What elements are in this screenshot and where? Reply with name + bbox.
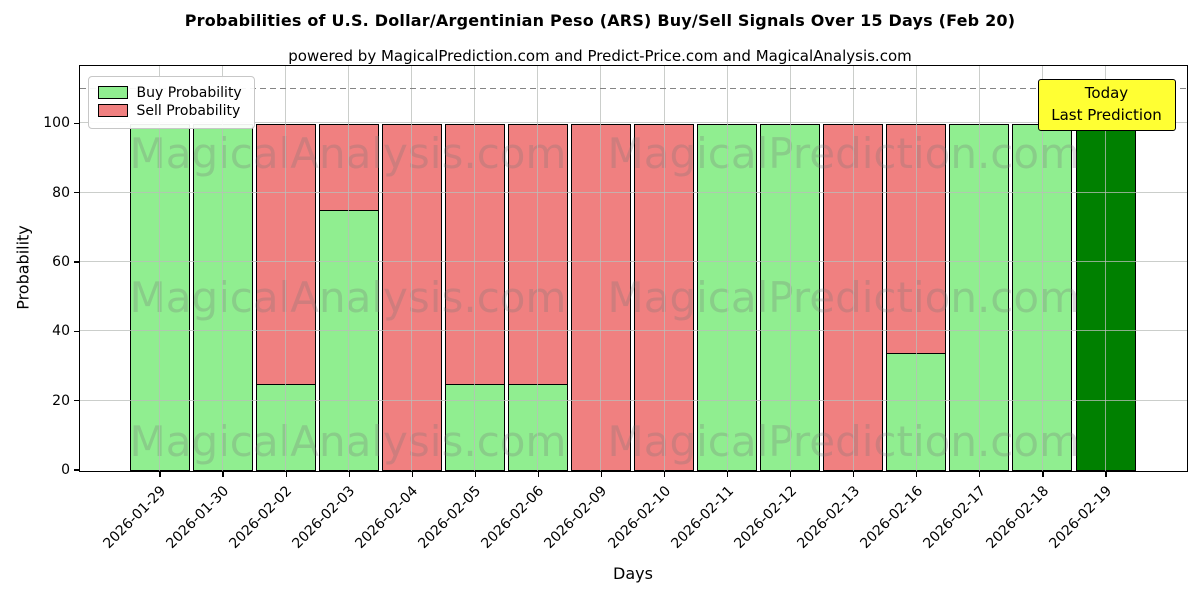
x-tick-label-text: 2026-02-11 <box>667 483 737 552</box>
x-tick-label-text: 2026-02-16 <box>857 483 926 552</box>
legend-item-buy: Buy Probability <box>97 84 242 101</box>
gridline-horizontal <box>79 399 1187 401</box>
x-tick-mark <box>537 471 539 477</box>
x-tick-mark <box>474 471 476 477</box>
gridline-vertical <box>789 65 791 471</box>
x-tick-label-text: 2026-02-12 <box>730 483 800 552</box>
threshold-dashed-line <box>79 88 1187 90</box>
gridline-vertical <box>411 65 413 471</box>
x-tick-mark <box>411 471 413 477</box>
x-tick-label-text: 2026-01-30 <box>163 483 233 552</box>
gridline-vertical <box>159 65 160 471</box>
watermark-text: MagicalAnalysis.com <box>129 272 567 322</box>
page-title: Probabilities of U.S. Dollar/Argentinian… <box>184 11 1016 30</box>
y-tick-label: 100 <box>43 115 70 132</box>
x-tick-mark <box>916 471 918 477</box>
x-tick-label-text: 2026-02-09 <box>541 483 611 552</box>
x-tick-mark <box>348 471 350 477</box>
y-tick-label: 0 <box>61 462 70 478</box>
gridline-vertical <box>915 65 917 471</box>
today-annotation-line1: Today <box>1084 83 1129 102</box>
chart-subtitle: powered by MagicalPrediction.com and Pre… <box>288 47 912 65</box>
gridline-vertical <box>852 65 854 471</box>
gridline-vertical <box>726 65 728 471</box>
x-tick-label-text: 2026-02-03 <box>289 483 359 552</box>
x-tick-label-text: 2026-02-19 <box>1046 483 1116 552</box>
x-tick-mark <box>663 471 666 477</box>
gridline-vertical <box>537 65 539 471</box>
x-tick-mark <box>222 471 224 477</box>
legend-label-buy: Buy Probability <box>136 84 242 101</box>
gridline-vertical <box>222 65 224 471</box>
gridline-horizontal <box>79 330 1187 332</box>
gridline-vertical <box>978 65 980 471</box>
gridline-vertical <box>663 65 665 471</box>
x-tick-label-text: 2026-02-10 <box>604 483 674 552</box>
today-annotation: Today Last Prediction <box>1037 78 1176 131</box>
x-tick-label-text: 2026-02-13 <box>794 483 863 552</box>
x-tick-mark <box>159 471 161 477</box>
watermark-layer: MagicalAnalysis.com MagicalPrediction.com… <box>80 66 1187 471</box>
plot-area: MagicalAnalysis.com MagicalPrediction.com… <box>78 64 1188 472</box>
watermark-text: MagicalAnalysis.com <box>129 416 567 466</box>
gridline-vertical <box>348 65 350 471</box>
x-tick-mark <box>727 471 729 477</box>
gridline-vertical <box>600 65 602 471</box>
sell-probability-swatch <box>97 104 128 117</box>
x-tick-label-text: 2026-01-29 <box>100 483 170 552</box>
legend-label-sell: Sell Probability <box>136 102 241 119</box>
x-tick-mark <box>1105 471 1107 477</box>
grid-layer <box>79 65 1187 471</box>
watermark-text: MagicalAnalysis.com <box>129 128 567 178</box>
gridline-vertical <box>285 65 287 471</box>
gridline-vertical <box>1105 65 1106 471</box>
x-tick-mark <box>790 471 792 477</box>
x-axis-label: Days <box>613 564 653 583</box>
x-tick-label-text: 2026-02-17 <box>920 483 990 552</box>
x-tick-mark <box>600 471 603 477</box>
gridline-vertical <box>474 65 476 471</box>
legend: Buy Probability Sell Probability <box>87 75 255 129</box>
gridline-horizontal <box>79 191 1187 193</box>
watermark-text: MagicalPrediction.com <box>607 416 1081 466</box>
x-tick-mark <box>853 471 855 477</box>
x-tick-label-text: 2026-02-05 <box>415 483 485 552</box>
x-tick-label-text: 2026-02-02 <box>226 483 296 552</box>
watermark-text: MagicalPrediction.com <box>607 272 1081 322</box>
x-tick-label-text: 2026-02-06 <box>478 483 548 552</box>
watermark-text: MagicalPrediction.com <box>607 128 1081 178</box>
legend-item-sell: Sell Probability <box>97 102 242 119</box>
y-tick-label: 20 <box>52 392 70 409</box>
y-axis-label: Probability <box>13 225 33 310</box>
today-annotation-line2: Last Prediction <box>1051 106 1162 124</box>
x-tick-label-text: 2026-02-18 <box>983 483 1053 552</box>
x-tick-mark <box>979 471 981 477</box>
x-tick-mark <box>285 471 287 477</box>
gridline-horizontal <box>79 260 1187 262</box>
x-tick-label-text: 2026-02-04 <box>352 483 422 552</box>
x-tick-mark <box>1042 471 1044 477</box>
buy-probability-swatch <box>97 86 128 99</box>
gridline-horizontal <box>79 122 1187 124</box>
gridline-vertical <box>1041 65 1043 471</box>
